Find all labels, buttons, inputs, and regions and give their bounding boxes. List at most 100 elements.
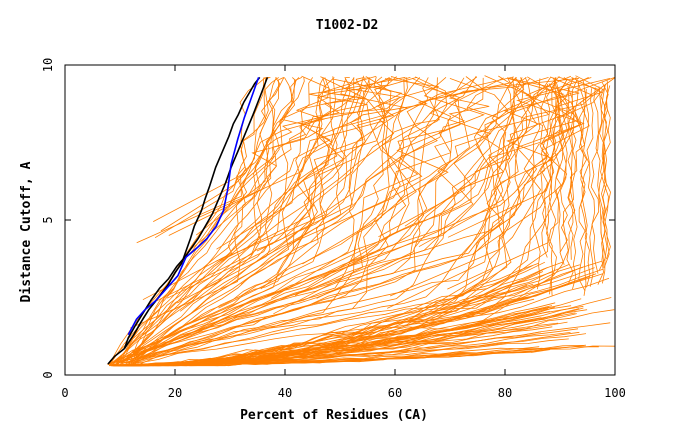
model-curve-131 (422, 77, 568, 325)
model-curve-123 (260, 77, 356, 290)
model-curve-166 (552, 78, 561, 253)
x-tick-label: 100 (604, 386, 626, 400)
model-curve-146 (294, 77, 411, 296)
x-tick-label: 0 (61, 386, 68, 400)
model-curve-92 (118, 75, 534, 364)
model-curve-105 (121, 78, 512, 363)
model-curve-95 (114, 75, 550, 366)
model-curve-101 (116, 78, 565, 364)
model-curve-98 (107, 77, 484, 365)
model-curve-117 (195, 77, 300, 236)
model-curve-134 (414, 77, 525, 317)
model-curve-154 (316, 77, 438, 299)
model-curve-115 (156, 77, 297, 302)
model-curve-67 (127, 76, 386, 364)
x-axis-label: Percent of Residues (CA) (240, 408, 428, 423)
model-curve-171 (598, 83, 607, 271)
model-curve-152 (189, 77, 266, 251)
model-curve-74 (116, 78, 525, 364)
chart-title: T1002-D2 (316, 18, 379, 33)
y-tick-label: 5 (41, 216, 55, 223)
model-curve-73 (120, 78, 386, 364)
model-curve-153 (256, 77, 370, 252)
model-curve-65 (132, 78, 611, 363)
model-curve-147 (273, 77, 421, 315)
model-curve-62 (134, 77, 461, 364)
model-curve-90 (124, 77, 615, 367)
model-curve-158 (578, 80, 587, 292)
y-axis-label: Distance Cutoff, A (19, 161, 34, 302)
model-curve-109 (120, 76, 514, 365)
model-curve-130 (389, 77, 523, 297)
model-curve-81 (125, 76, 478, 365)
model-curve-144 (453, 77, 533, 309)
model-curve-108 (113, 78, 509, 364)
model-curve-161 (567, 86, 576, 260)
model-curve-49 (112, 305, 572, 367)
model-curve-100 (111, 78, 530, 366)
model-curve-106 (131, 77, 401, 366)
best-model-blue (127, 77, 260, 336)
best-model-black-a (107, 76, 261, 365)
model-curve-132 (136, 77, 296, 244)
model-curve-59 (119, 348, 554, 367)
model-curve-139 (197, 77, 335, 219)
model-curve-172 (559, 78, 568, 265)
model-curve-125 (404, 77, 517, 227)
model-curve-71 (118, 76, 560, 364)
model-curve-128 (447, 77, 563, 238)
model-curve-86 (114, 78, 439, 364)
model-curve-159 (590, 87, 600, 274)
model-curve-124 (430, 77, 551, 314)
model-curve-68 (133, 76, 592, 363)
model-curve-135 (288, 77, 401, 245)
highlight-curves (107, 76, 269, 365)
x-tick-label: 80 (498, 386, 512, 400)
model-curve-148 (142, 77, 281, 301)
model-curve-57 (120, 267, 595, 367)
model-curve-118 (129, 77, 285, 329)
model-curve-142 (472, 77, 564, 255)
model-curve-162 (595, 86, 605, 285)
model-curve-84 (127, 75, 492, 364)
model-curve-169 (578, 84, 588, 296)
model-curve-167 (569, 78, 578, 290)
model-curve-174 (548, 83, 557, 295)
y-tick-label: 10 (41, 58, 55, 72)
axis-ticks: 0 20 40 60 80 100 0 5 10 (41, 58, 626, 400)
model-curve-126 (154, 77, 279, 239)
model-curve-112 (217, 77, 351, 263)
model-curve-155 (546, 84, 556, 296)
model-curve-72 (116, 77, 603, 365)
model-curve-149 (256, 77, 342, 262)
model-curve-165 (586, 88, 596, 287)
model-curve-173 (531, 78, 541, 290)
model-curve-93 (120, 76, 419, 364)
model-curve-163 (581, 88, 591, 288)
model-curves (107, 75, 615, 367)
model-curve-168 (539, 83, 549, 258)
model-curve-121 (218, 77, 365, 309)
x-tick-label: 60 (388, 386, 402, 400)
x-tick-label: 20 (168, 386, 182, 400)
model-curve-64 (111, 77, 615, 364)
model-curve-85 (109, 78, 408, 366)
model-curve-140 (179, 77, 284, 312)
model-curve-151 (481, 77, 569, 299)
model-curve-78 (128, 77, 390, 367)
model-curve-110 (211, 77, 314, 297)
model-curve-145 (378, 77, 527, 238)
model-curve-94 (109, 76, 428, 366)
model-curve-138 (216, 77, 327, 250)
model-curve-103 (116, 75, 364, 364)
model-curve-53 (119, 261, 546, 367)
model-curve-76 (137, 76, 582, 364)
model-curve-88 (134, 76, 448, 364)
model-curve-170 (602, 85, 611, 260)
model-curve-143 (215, 77, 355, 262)
y-tick-label: 0 (41, 371, 55, 378)
model-curve-141 (322, 77, 429, 279)
model-curve-104 (109, 75, 377, 364)
x-tick-label: 40 (278, 386, 292, 400)
